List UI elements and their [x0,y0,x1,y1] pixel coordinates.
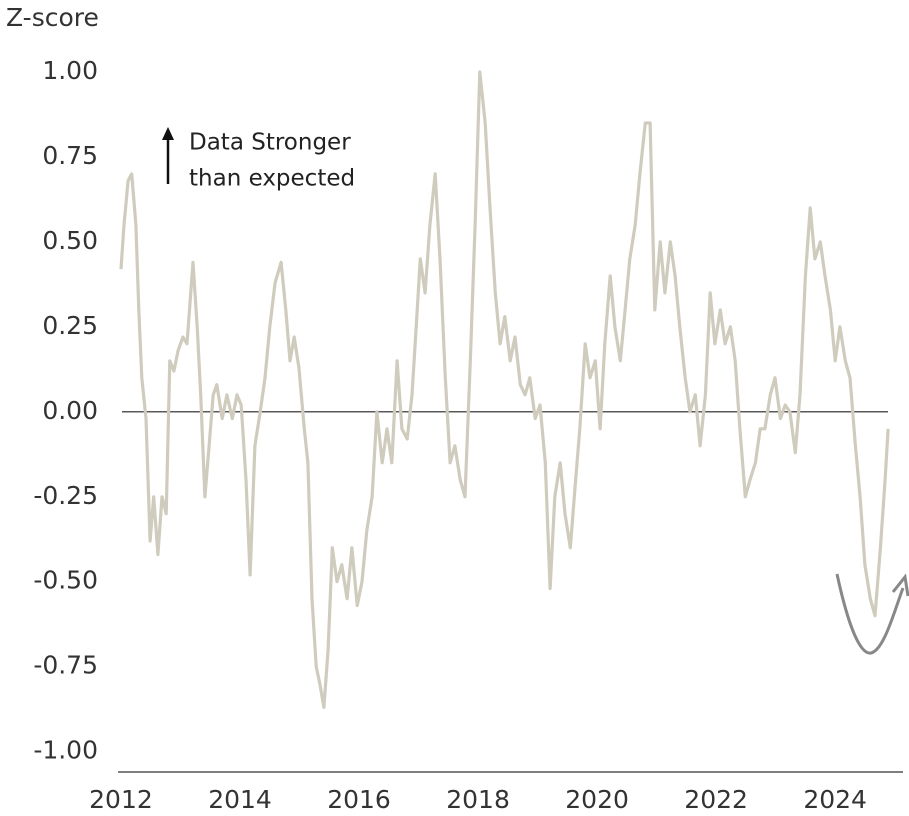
y-tick-label: 0.50 [42,226,98,255]
y-tick-label: -0.25 [33,481,98,510]
plot-area: 1.00 0.75 0.50 0.25 0.00 -0.25 -0.50 -0.75 -1.00… [33,56,903,814]
y-tick-label: -1.00 [33,736,98,765]
x-tick-label: 2024 [803,785,867,814]
x-tick-label: 2020 [565,785,629,814]
y-tick-label: -0.75 [33,651,98,680]
y-tick-label: -0.50 [33,566,98,595]
y-tick-label: 0.25 [42,311,98,340]
x-tick-label: 2014 [208,785,272,814]
x-tick-label: 2022 [684,785,748,814]
x-tick-label: 2018 [446,785,510,814]
y-tick-label: 0.75 [42,141,98,170]
y-axis-label: Z-score [6,3,99,32]
data-line [119,70,890,709]
y-tick-label: 0.00 [42,396,98,425]
annotation-line: Data Stronger [189,130,351,156]
annotation-line: than expected [189,166,355,192]
trend-arrow [835,573,905,655]
annotation-arrowhead [162,127,174,140]
trend-arrowhead [891,573,909,597]
x-tick-label: 2016 [327,785,391,814]
y-tick-label: 1.00 [42,56,98,85]
x-tick-label: 2012 [89,785,153,814]
